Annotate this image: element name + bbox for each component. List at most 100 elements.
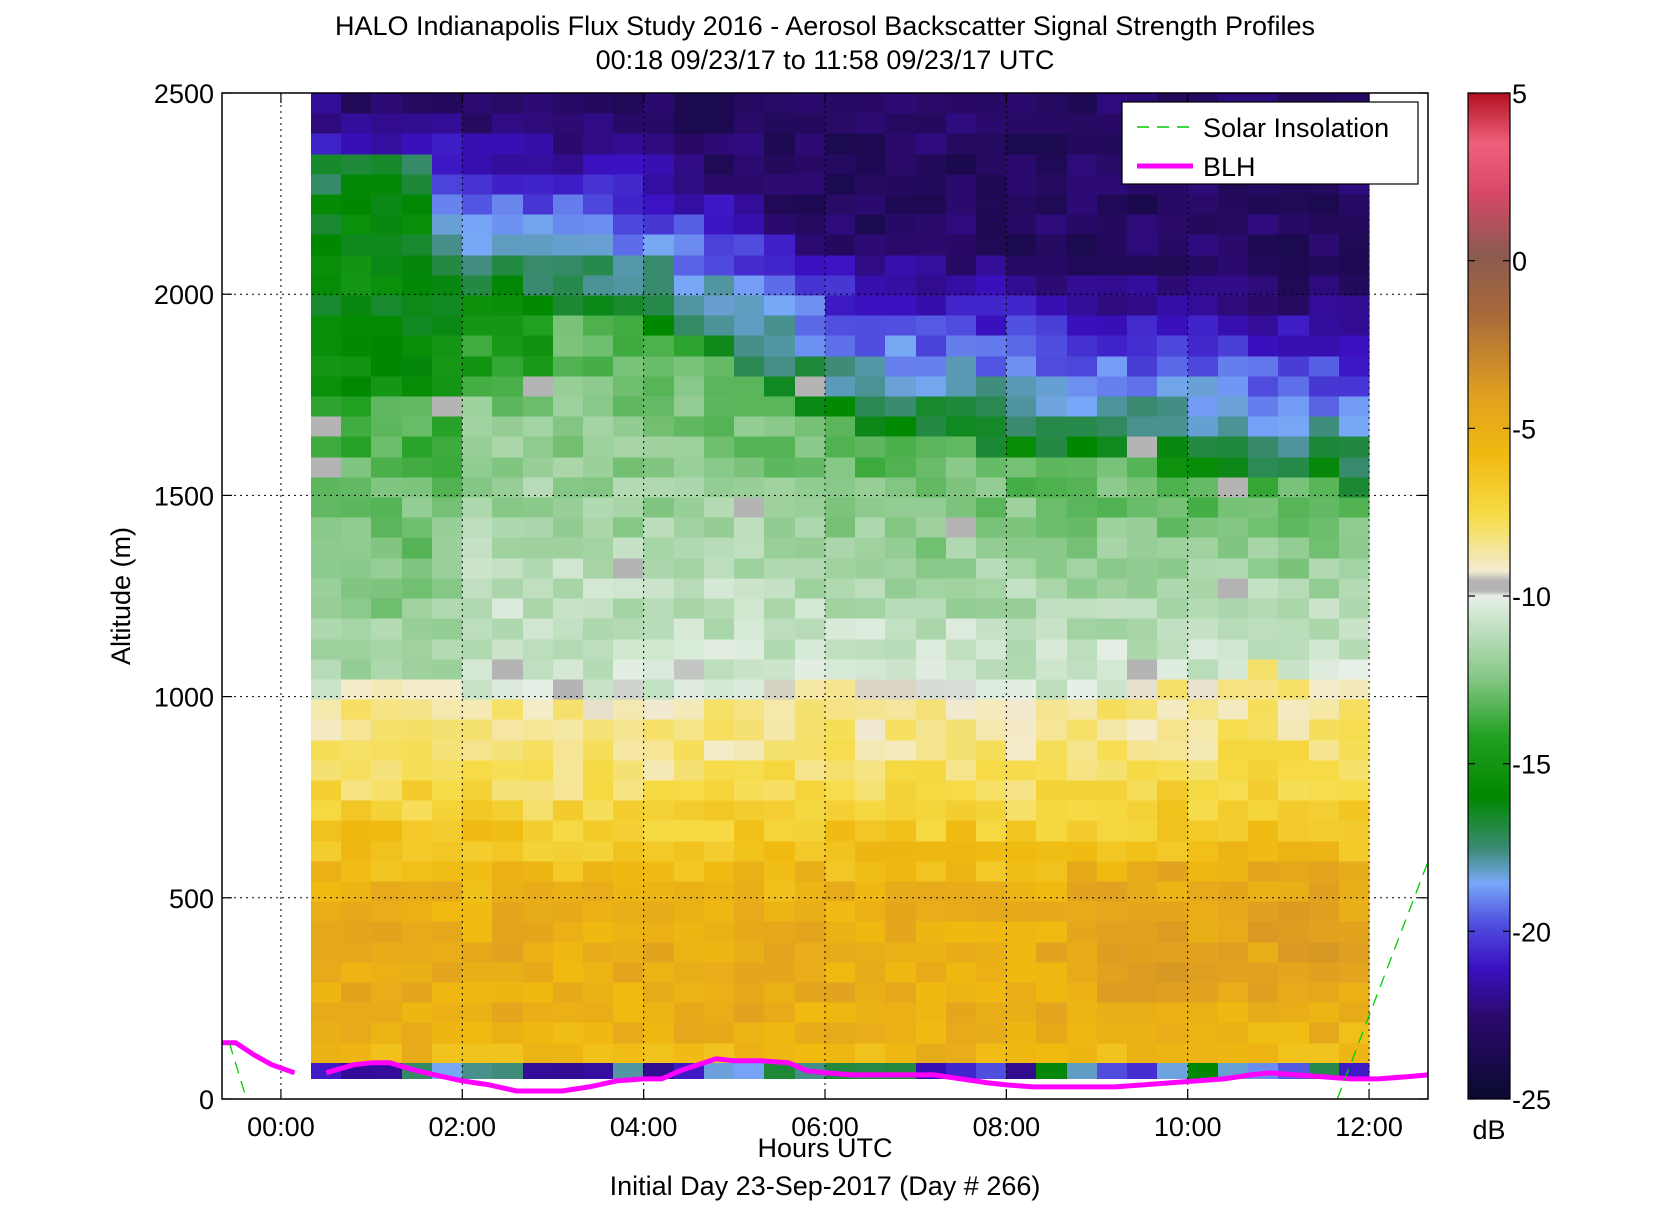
heatmap-cell [1036, 174, 1068, 195]
heatmap-cell [341, 841, 372, 862]
heatmap-cell [432, 639, 463, 660]
heatmap-cell [1218, 558, 1249, 579]
heatmap-cell [341, 881, 372, 902]
heatmap-cell [1248, 436, 1279, 458]
heatmap-cell [1339, 436, 1370, 458]
heatmap-cell [1309, 1043, 1340, 1064]
heatmap-cell [1218, 639, 1249, 660]
heatmap-cell [885, 457, 917, 478]
heatmap-cell [1278, 335, 1310, 357]
heatmap-cell [371, 275, 403, 296]
heatmap-cell [1127, 275, 1158, 296]
heatmap-cell [402, 901, 433, 922]
heatmap-cell [1339, 881, 1370, 902]
heatmap-cell [432, 942, 463, 963]
heatmap-cell [734, 1022, 765, 1044]
heatmap-cell [916, 861, 947, 882]
heatmap-cell [462, 457, 493, 478]
heatmap-cell [1309, 457, 1340, 478]
heatmap-cell [946, 133, 977, 155]
heatmap-cell [825, 154, 856, 175]
heatmap-cell [704, 719, 735, 741]
heatmap-cell [1097, 255, 1128, 276]
heatmap-cell [1278, 1002, 1310, 1023]
heatmap-cell [1036, 881, 1068, 902]
heatmap-cell [311, 436, 342, 458]
heatmap-cell [371, 1002, 403, 1023]
heatmap-cell [795, 639, 826, 660]
heatmap-cell [674, 376, 705, 397]
heatmap-cell [1097, 497, 1128, 518]
heatmap-cell [341, 537, 372, 559]
heatmap-cell [1339, 295, 1370, 316]
heatmap-cell [704, 497, 735, 518]
heatmap-cell [1248, 1043, 1279, 1064]
heatmap-cell [583, 477, 614, 498]
heatmap-cell [553, 1002, 584, 1023]
heatmap-cell [1278, 820, 1310, 842]
heatmap-cell [764, 699, 796, 720]
heatmap-cell [946, 719, 977, 741]
heatmap-cell [462, 133, 493, 155]
heatmap-cell [1036, 962, 1068, 983]
heatmap-cell [764, 1002, 796, 1023]
heatmap-cell [1339, 800, 1370, 821]
heatmap-cell [916, 659, 947, 680]
heatmap-cell [1127, 537, 1158, 559]
heatmap-cell [492, 174, 524, 195]
heatmap-cell [916, 942, 947, 963]
heatmap-cell [885, 1043, 917, 1064]
heatmap-cell [402, 154, 433, 175]
heatmap-cell [1127, 639, 1158, 660]
heatmap-cell [764, 1063, 796, 1079]
heatmap-cell [432, 962, 463, 983]
heatmap-cell [553, 295, 584, 316]
heatmap-cell [1097, 154, 1128, 175]
heatmap-cells [311, 93, 1370, 1079]
heatmap-cell [492, 800, 524, 821]
heatmap-cell [432, 921, 463, 943]
heatmap-cell [402, 1002, 433, 1023]
heatmap-cell [1248, 820, 1279, 842]
heatmap-cell [553, 841, 584, 862]
heatmap-cell [1188, 315, 1219, 336]
heatmap-cell [462, 598, 493, 619]
heatmap-cell [1157, 255, 1189, 276]
heatmap-cell [1006, 517, 1037, 538]
heatmap-cell [674, 719, 705, 741]
heatmap-cell [734, 356, 765, 377]
heatmap-cell [674, 416, 705, 437]
heatmap-cell [855, 517, 886, 538]
heatmap-cell [825, 295, 856, 316]
heatmap-cell [764, 982, 796, 1003]
heatmap-cell [1188, 477, 1219, 498]
heatmap-cell [341, 275, 372, 296]
heatmap-cell [341, 942, 372, 963]
heatmap-cell [946, 881, 977, 902]
heatmap-cell [976, 335, 1007, 357]
heatmap-cell [704, 376, 735, 397]
heatmap-cell [885, 174, 917, 195]
heatmap-cell [492, 901, 524, 922]
heatmap-cell [402, 214, 433, 235]
heatmap-cell [1036, 477, 1068, 498]
heatmap-cell [855, 901, 886, 922]
heatmap-cell [976, 154, 1007, 175]
heatmap-cell [1218, 841, 1249, 862]
colorbar-ticks: -25-20-15-10-505 [1468, 79, 1551, 1115]
heatmap-cell [402, 537, 433, 559]
heatmap-cell [341, 93, 372, 114]
heatmap-cell [885, 982, 917, 1003]
heatmap-cell [462, 942, 493, 963]
heatmap-cell [341, 1022, 372, 1044]
heatmap-cell [311, 93, 342, 114]
heatmap-cell [855, 154, 886, 175]
heatmap-cell [583, 154, 614, 175]
heatmap-cell [674, 1043, 705, 1064]
heatmap-cell [341, 861, 372, 882]
heatmap-cell [1339, 639, 1370, 660]
heatmap-cell [946, 1002, 977, 1023]
heatmap-cell [946, 699, 977, 720]
heatmap-cell [855, 113, 886, 134]
